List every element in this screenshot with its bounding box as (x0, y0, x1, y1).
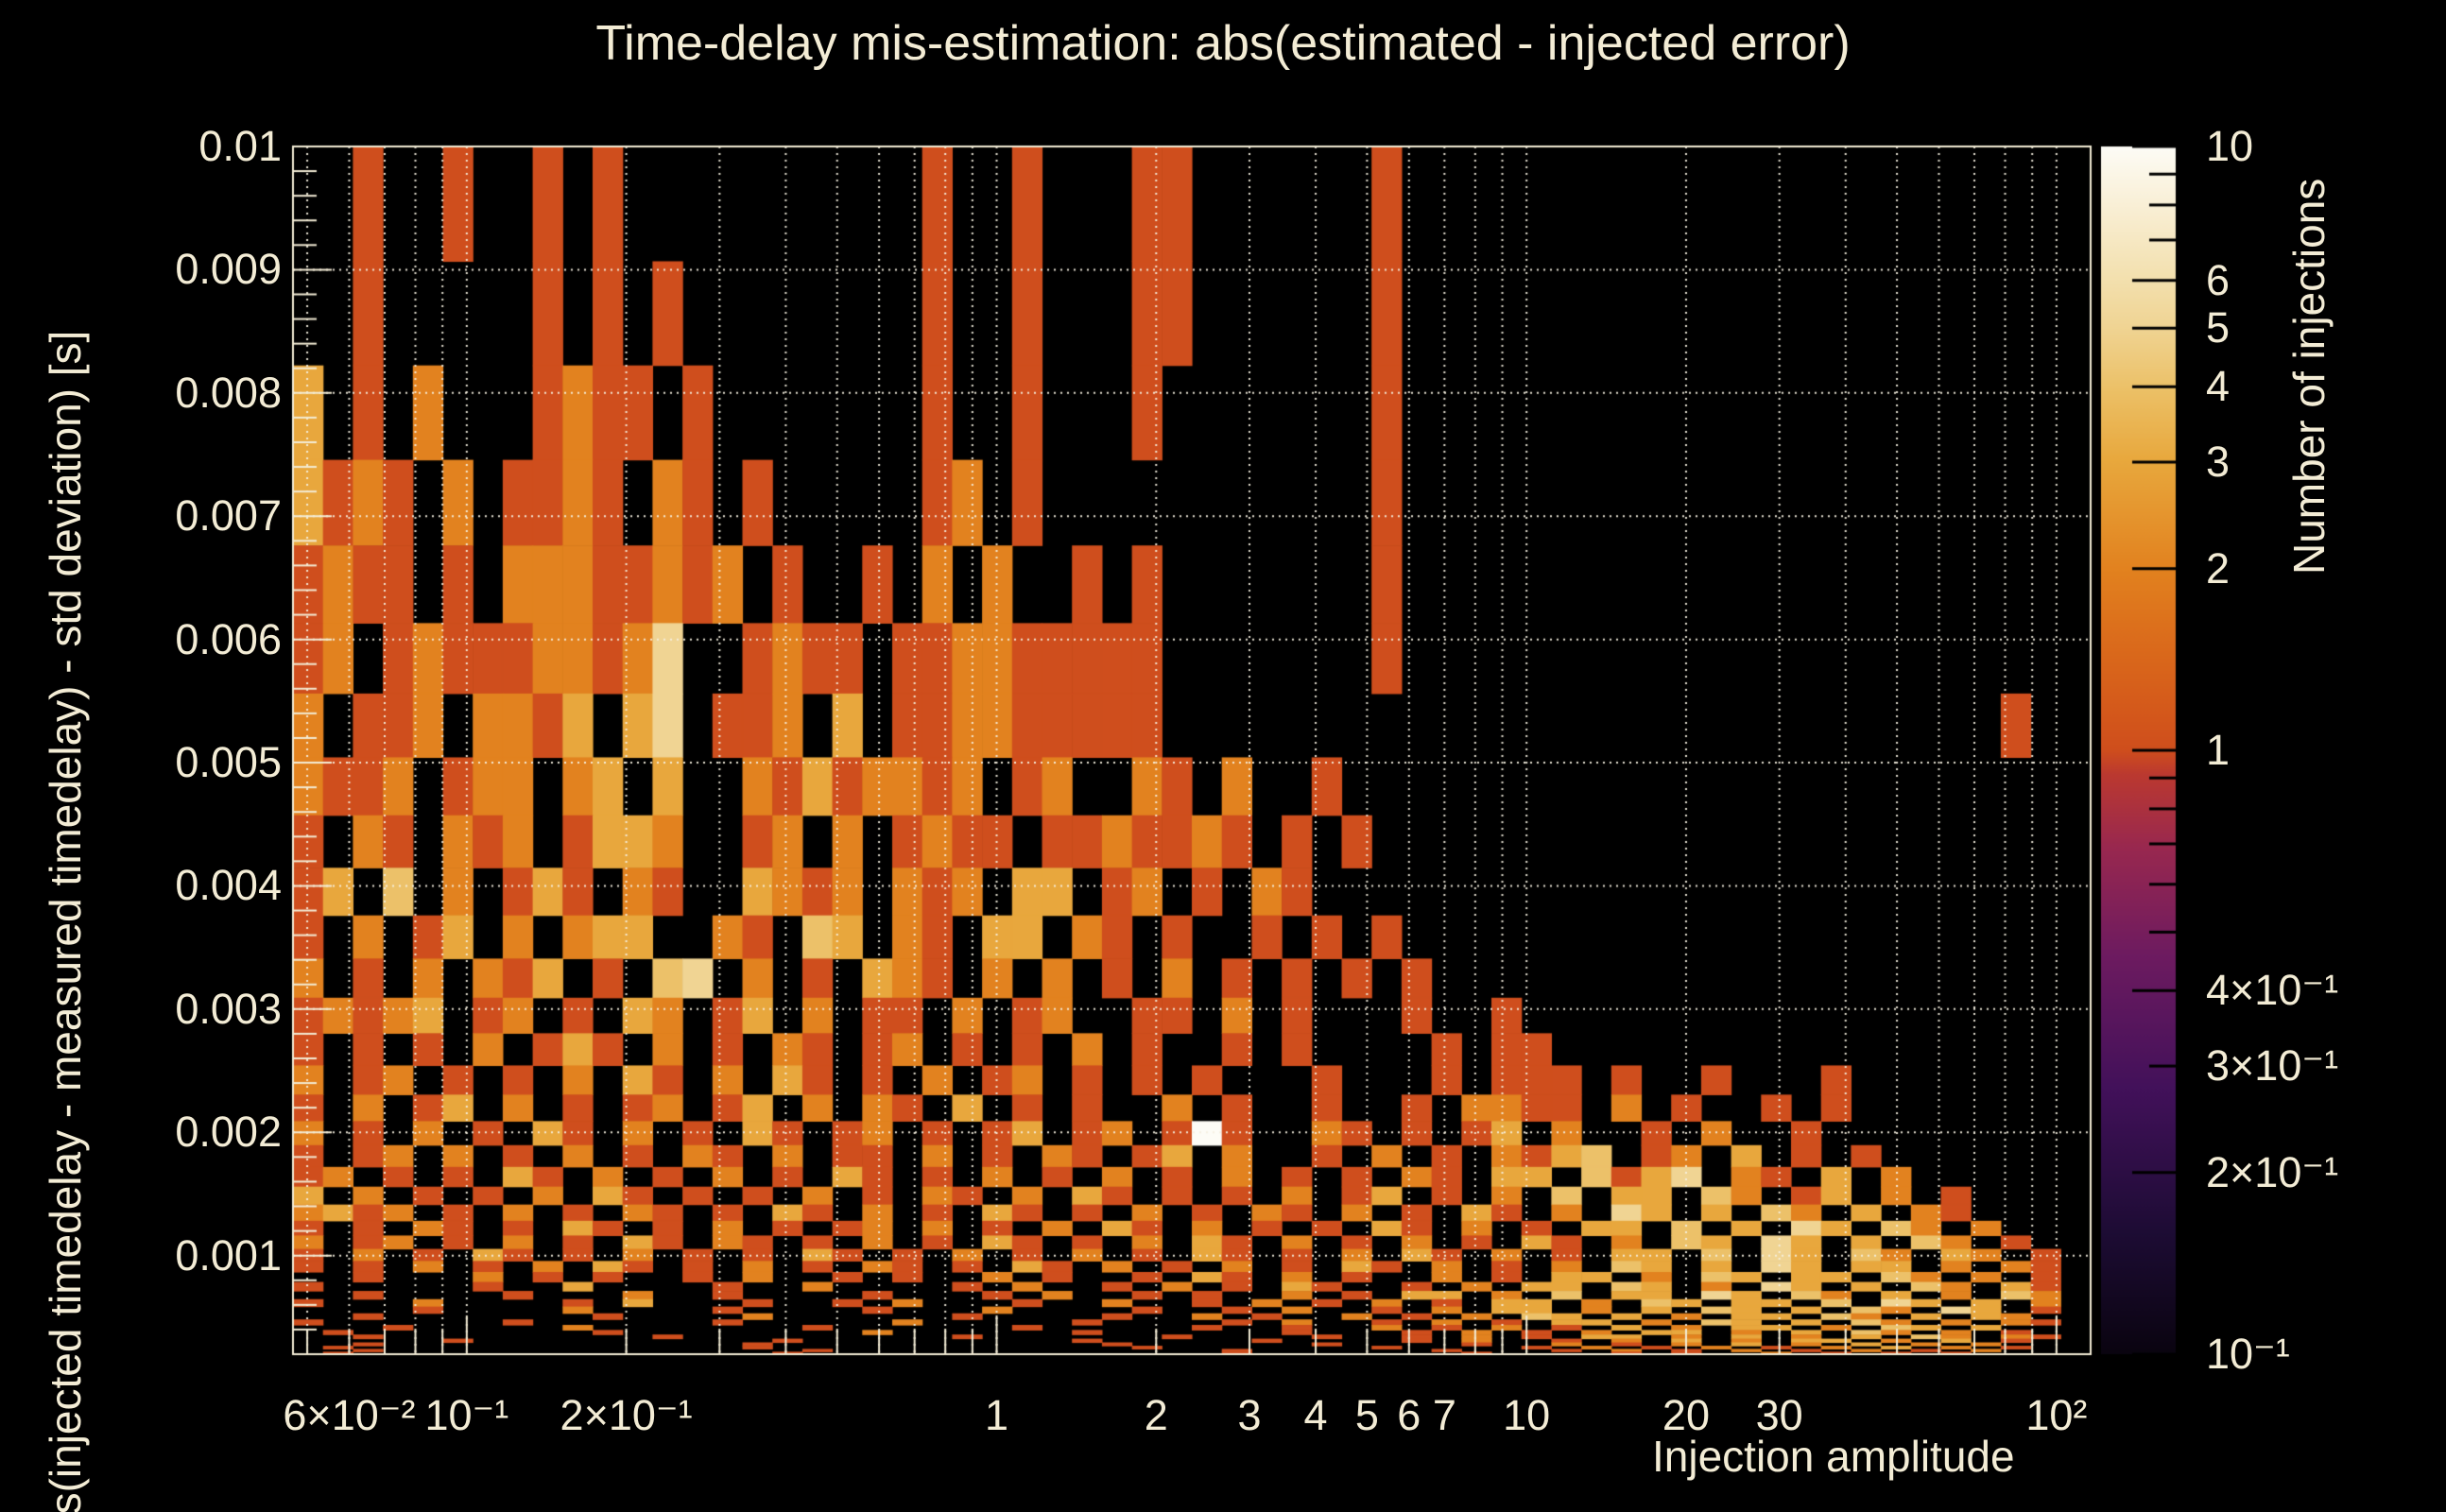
plot-title: Time-delay mis-estimation: abs(estimated… (595, 16, 1851, 71)
y-tick-label: 0.005 (175, 738, 282, 787)
colorbar-tick-label: 2×10⁻¹ (2206, 1147, 2339, 1196)
y-tick-label: 0.006 (175, 614, 282, 663)
y-tick-label: 0.01 (198, 122, 282, 170)
colorbar-tick-label: 1 (2206, 726, 2231, 774)
colorbar-tick-label: 10 (2206, 122, 2254, 170)
x-tick-label: 7 (1432, 1391, 1456, 1439)
colorbar-tick-label: 2 (2206, 543, 2231, 593)
colorbar-tick-label: 4 (2206, 362, 2231, 411)
y-tick-label: 0.004 (175, 861, 282, 910)
colorbar-tick-label: 6 (2206, 255, 2231, 304)
colorbar-tick-label: 5 (2206, 303, 2231, 352)
x-tick-label: 10 (1503, 1391, 1551, 1439)
y-tick-label: 0.003 (175, 984, 282, 1033)
y-tick-label: 0.001 (175, 1230, 282, 1280)
x-tick-label: 1 (985, 1391, 1009, 1439)
x-tick-label: 4 (1303, 1391, 1328, 1439)
colorbar-tick-label: 3 (2206, 438, 2231, 487)
colorbar-tick-label: 10⁻¹ (2206, 1330, 2290, 1378)
x-tick-label: 3 (1237, 1391, 1262, 1439)
colorbar-tick-label: 4×10⁻¹ (2206, 966, 2339, 1015)
y-tick-label: 0.009 (175, 245, 282, 294)
x-tick-label: 10² (2025, 1391, 2088, 1439)
colorbar-tick-label: 3×10⁻¹ (2206, 1041, 2339, 1091)
y-tick-label: 0.008 (175, 368, 282, 417)
y-tick-label: 0.007 (175, 491, 282, 541)
x-tick-label: 10⁻¹ (424, 1391, 509, 1439)
x-tick-label: 6×10⁻² (283, 1391, 416, 1439)
x-tick-label: 20 (1662, 1391, 1710, 1439)
x-tick-label: 5 (1354, 1391, 1379, 1439)
y-tick-label: 0.002 (175, 1108, 282, 1157)
x-tick-label: 30 (1755, 1391, 1803, 1439)
x-tick-label: 2×10⁻¹ (560, 1391, 693, 1439)
x-tick-label: 2 (1144, 1391, 1168, 1439)
colorbar-title: Number of injections (2284, 178, 2334, 575)
x-tick-label: 6 (1397, 1391, 1421, 1439)
x-axis-title: Injection amplitude (1652, 1432, 2015, 1481)
